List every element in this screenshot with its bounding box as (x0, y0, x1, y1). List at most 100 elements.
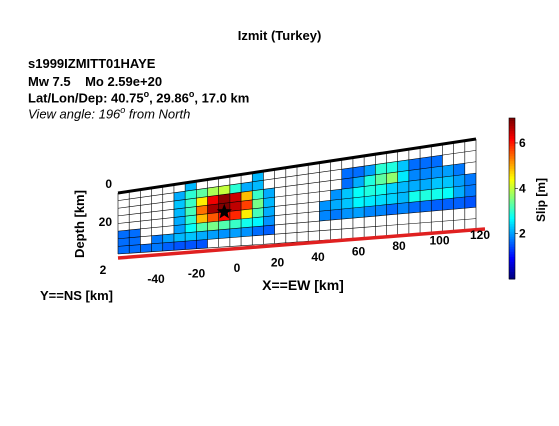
slip-cell (118, 230, 130, 239)
colorbar-swatch (509, 241, 515, 245)
slip-cell (162, 225, 174, 235)
colorbar-swatch (509, 165, 515, 169)
slip-cell (464, 195, 476, 209)
slip-cell (207, 229, 219, 240)
colorbar-swatch (509, 276, 515, 280)
slip-cell (341, 218, 353, 230)
slip-cell (386, 214, 398, 226)
slip-cell (185, 223, 197, 233)
colorbar-swatch (509, 248, 515, 252)
slip-cell (207, 186, 219, 197)
slip-cell (408, 212, 421, 224)
x-tick-label: -20 (188, 267, 206, 281)
slip-cell (330, 169, 342, 181)
slip-cell (140, 203, 152, 214)
colorbar-frame (508, 117, 516, 280)
colorbar-swatch (509, 228, 515, 232)
colorbar-swatch (509, 258, 515, 262)
slip-cell (162, 200, 174, 211)
slip-cell (263, 215, 275, 226)
grid-line (117, 150, 477, 201)
lon-degree: o (188, 89, 195, 99)
colorbar-swatch (509, 253, 515, 257)
slip-cell (453, 185, 465, 199)
colorbar-swatch (509, 170, 515, 174)
colorbar-swatch (509, 273, 515, 277)
slip-cell (364, 195, 376, 207)
slip-cell (364, 154, 376, 167)
slip-cell (341, 167, 353, 180)
magnitude-line: Mw 7.5 Mo 2.59e+20 (28, 74, 162, 89)
slip-cell (129, 244, 141, 254)
slip-cell (386, 182, 398, 195)
slip-cell (308, 221, 320, 232)
slip-cell (442, 198, 454, 211)
colorbar-swatch (509, 188, 515, 192)
colorbar-tick-label: 6 (519, 136, 526, 150)
slip-cell (364, 174, 376, 187)
slip-cell (173, 207, 186, 218)
slip-cell (408, 179, 421, 192)
colorbar-swatch (509, 251, 515, 255)
slip-cell (151, 226, 163, 236)
slip-cell (218, 220, 230, 230)
x-axis-label: X==EW [km] (262, 277, 344, 293)
colorbar-swatch (509, 268, 515, 272)
slip-cell (196, 188, 208, 199)
colorbar: 2 4 6 Slip [m] (508, 117, 548, 280)
slip-cell (408, 169, 421, 182)
slip-cell (453, 208, 465, 221)
colorbar-swatch (509, 140, 515, 144)
slip-cell (285, 194, 297, 206)
slip-cell (442, 186, 454, 200)
colorbar-swatch (509, 138, 515, 142)
slip-cell (319, 190, 331, 202)
colorbar-swatch (509, 158, 515, 162)
colorbar-swatch (509, 208, 515, 212)
slip-cell (162, 217, 174, 227)
slip-cell (297, 202, 309, 214)
slip-cell (173, 241, 186, 251)
colorbar-swatch (509, 185, 515, 189)
location-line: Lat/Lon/Dep: 40.75o, 29.86o, 17.0 km (28, 89, 249, 105)
slip-cell (375, 225, 387, 237)
slip-cell (285, 223, 297, 234)
colorbar-swatch (509, 135, 515, 139)
colorbar-swatch (509, 175, 515, 179)
slip-cell (408, 147, 421, 160)
y-axis-label: Y==NS [km] (40, 288, 113, 303)
slip-cell (397, 191, 409, 204)
slip-cell (263, 234, 275, 245)
slip-cell (397, 170, 409, 183)
slip-cell (162, 209, 174, 219)
slip-cell (341, 177, 353, 190)
slip-cell (218, 237, 230, 248)
slip-cell (274, 214, 286, 225)
colorbar-swatch (509, 190, 515, 194)
slip-cell (263, 197, 275, 208)
slip-cell (330, 229, 342, 240)
slip-cell (319, 200, 331, 212)
x-tick-label: 100 (429, 234, 449, 248)
slip-cell (207, 212, 219, 223)
slip-cell (196, 196, 208, 207)
slip-cell (341, 187, 353, 200)
slip-cell (453, 140, 465, 154)
slip-cell (375, 215, 387, 227)
slip-cell (229, 227, 242, 238)
slip-cell (218, 184, 230, 196)
slip-cell (297, 231, 309, 242)
slip-cell (319, 220, 331, 231)
lat-value: Lat/Lon/Dep: 40.75 (28, 90, 144, 106)
slip-cell (207, 238, 219, 248)
colorbar-swatch (509, 233, 515, 237)
colorbar-swatch (509, 218, 515, 222)
slip-cell (185, 214, 197, 225)
colorbar-swatch (509, 148, 515, 152)
slip-cell (185, 231, 197, 242)
slip-cell (162, 233, 174, 243)
slip-cell (341, 157, 353, 170)
slip-cell (173, 232, 186, 243)
slip-cell (196, 230, 208, 241)
slip-cell (229, 201, 242, 212)
